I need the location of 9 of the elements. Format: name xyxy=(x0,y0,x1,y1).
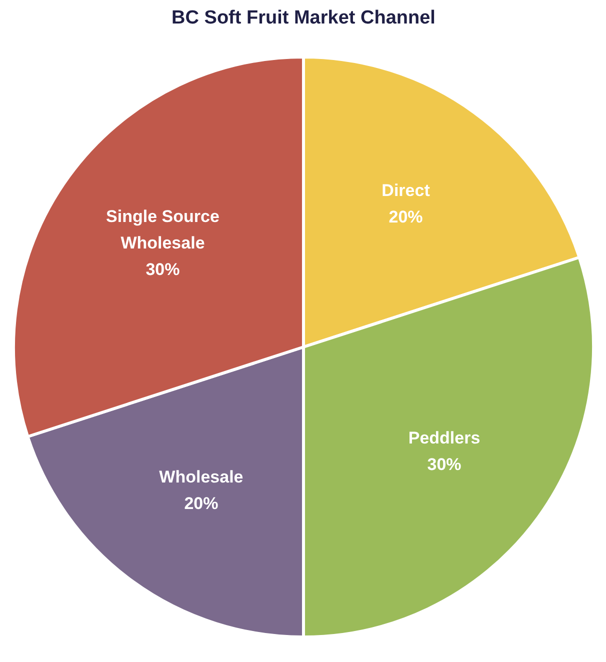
data-label: 30% xyxy=(427,454,462,474)
slice-label: Wholesale xyxy=(159,467,244,486)
slice-label: Single Source Wholesale xyxy=(106,206,220,252)
slice-label: Peddlers xyxy=(408,428,480,448)
data-label: 20% xyxy=(388,208,423,227)
data-label: 20% xyxy=(184,494,218,514)
chart-title: BC Soft Fruit Market Channel xyxy=(172,8,436,28)
data-label: 30% xyxy=(146,260,180,279)
slice-label: Direct xyxy=(382,180,430,200)
